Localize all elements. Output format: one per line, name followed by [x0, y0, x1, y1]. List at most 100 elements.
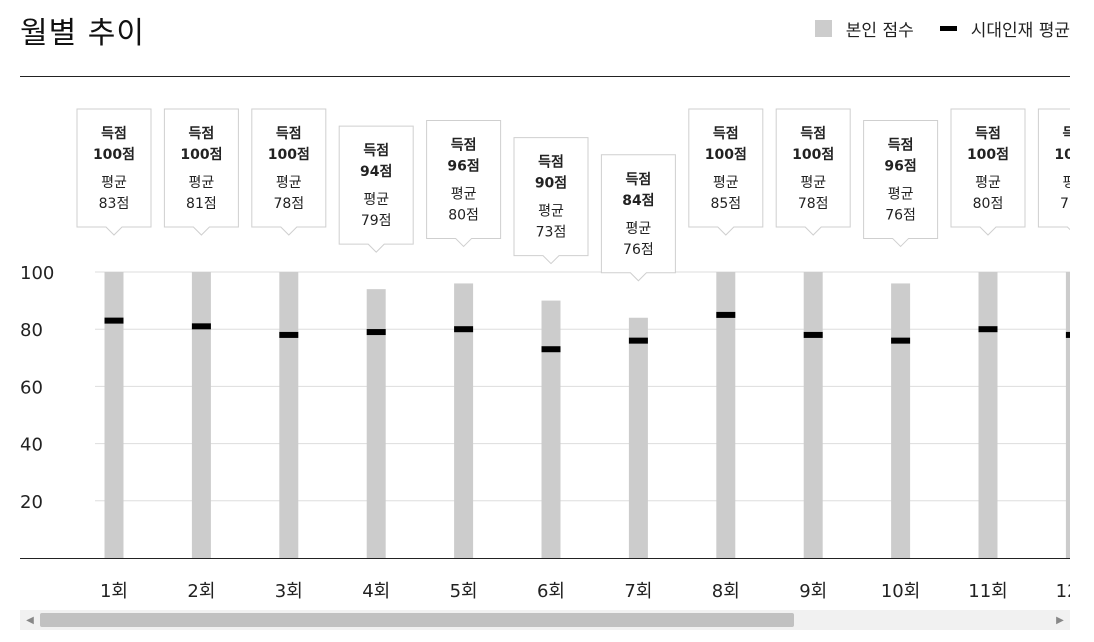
legend-average-label: 시대인재 평균 [970, 21, 1070, 41]
tooltip-box-10 [863, 119, 939, 248]
tooltip-score-value-9: 100점 [792, 146, 834, 163]
tooltip-avg-title-2: 평균 [189, 175, 215, 191]
tooltip-avg-title-10: 평균 [888, 186, 914, 202]
chart-scroll-viewport[interactable]: 20 40 60 80 100 1회 득점 100점 평균 83점 2회 득점 100점 평균 81점 3회 득… [20, 77, 1070, 610]
tooltip-avg-value-3: 78점 [273, 196, 304, 212]
x-tick-label-11: 11회 [968, 581, 1007, 602]
page-title: 월별 추이 [20, 16, 145, 51]
legend-average-swatch [939, 26, 957, 31]
average-marker-10 [891, 337, 911, 344]
x-tick-label-9: 9회 [799, 581, 827, 602]
tooltip-score-value-8: 100점 [705, 146, 747, 163]
tooltip-score-value-11: 100점 [967, 146, 1009, 163]
x-tick-label-10: 10회 [881, 581, 920, 602]
tooltip-box-8 [688, 108, 764, 236]
average-marker-8 [716, 311, 736, 318]
x-tick-label-7: 7회 [624, 581, 652, 602]
average-marker-4 [366, 329, 386, 336]
tooltip-avg-value-10: 76점 [885, 207, 916, 223]
tooltip-avg-value-6: 73점 [536, 225, 567, 241]
score-bar-7 [628, 317, 648, 558]
tooltip-box-6 [513, 137, 589, 265]
score-bar-11 [978, 272, 998, 558]
tooltip-score-title-3: 득점 [276, 125, 302, 142]
score-bar-1 [104, 272, 124, 558]
tooltip-box-1 [76, 108, 152, 236]
legend-score-swatch [814, 20, 832, 37]
tooltip-score-value-2: 100점 [180, 146, 222, 163]
average-marker-11 [978, 326, 998, 333]
tooltip-score-title-12: 득점 [1063, 125, 1070, 142]
tooltip-score-title-7: 득점 [626, 171, 652, 188]
tooltip-score-value-3: 100점 [268, 146, 310, 163]
tooltip-score-title-4: 득점 [363, 142, 389, 159]
average-marker-12 [1065, 331, 1070, 338]
score-bar-3 [279, 272, 299, 558]
tooltip-score-title-9: 득점 [800, 125, 826, 142]
x-tick-label-4: 4회 [362, 581, 390, 602]
scroll-right-arrow-icon[interactable]: ▶ [1056, 614, 1064, 626]
tooltip-avg-value-5: 80점 [448, 207, 479, 223]
average-marker-7 [628, 337, 648, 344]
score-bar-4 [366, 289, 386, 558]
score-bar-10 [891, 283, 911, 558]
tooltip-avg-value-8: 85점 [710, 196, 741, 212]
tooltip-box-11 [950, 108, 1026, 236]
average-marker-1 [104, 317, 124, 324]
tooltip-score-value-6: 90점 [535, 175, 567, 192]
average-marker-9 [803, 331, 823, 338]
tooltip-score-title-11: 득점 [975, 125, 1001, 142]
tooltip-score-value-5: 96점 [447, 157, 479, 174]
x-tick-label-8: 8회 [712, 581, 740, 602]
x-tick-label-5: 5회 [450, 581, 478, 602]
average-marker-6 [541, 346, 561, 353]
tooltip-avg-title-9: 평균 [800, 175, 826, 191]
y-tick-label-100: 100 [20, 263, 54, 284]
horizontal-scrollbar[interactable]: ◀ ▶ [20, 610, 1070, 630]
score-bar-8 [716, 272, 736, 558]
score-bar-9 [803, 272, 823, 558]
tooltip-avg-value-1: 83점 [99, 196, 130, 212]
score-bar-12 [1065, 272, 1070, 558]
average-marker-3 [279, 331, 299, 338]
tooltip-box-4 [338, 125, 414, 253]
scroll-left-arrow-icon[interactable]: ◀ [26, 614, 34, 626]
tooltip-avg-value-2: 81점 [186, 196, 217, 212]
tooltip-score-value-10: 96점 [884, 157, 916, 174]
score-bar-2 [191, 272, 211, 558]
tooltip-score-title-5: 득점 [451, 136, 477, 153]
score-bar-5 [454, 283, 474, 558]
tooltip-box-5 [426, 119, 502, 248]
tooltip-avg-title-12: 평균 [1063, 175, 1070, 191]
tooltip-score-title-8: 득점 [713, 125, 739, 142]
tooltip-avg-title-6: 평균 [538, 204, 564, 220]
tooltip-avg-value-12: 78점 [1060, 196, 1070, 212]
tooltip-avg-value-4: 79점 [361, 213, 392, 229]
x-tick-label-2: 2회 [187, 581, 215, 602]
tooltip-score-value-4: 94점 [360, 163, 392, 180]
tooltip-box-9 [775, 108, 851, 236]
tooltip-score-value-7: 84점 [622, 192, 654, 209]
tooltip-score-value-1: 100점 [93, 146, 135, 163]
tooltip-box-3 [251, 108, 327, 236]
tooltip-avg-title-7: 평균 [626, 221, 652, 237]
chart-legend: 본인 점수 시대인재 평균 [814, 16, 1070, 41]
tooltip-box-7 [600, 154, 676, 282]
tooltip-avg-title-1: 평균 [101, 175, 127, 191]
x-tick-label-12: 12회 [1056, 581, 1070, 602]
tooltip-avg-value-7: 76점 [623, 242, 654, 258]
tooltip-score-title-2: 득점 [189, 125, 215, 142]
x-tick-label-1: 1회 [100, 581, 128, 602]
tooltip-box-12 [1037, 108, 1070, 231]
tooltip-box-2 [163, 108, 239, 236]
tooltip-avg-title-4: 평균 [363, 192, 389, 208]
tooltip-avg-title-11: 평균 [975, 175, 1001, 191]
tooltip-score-title-1: 득점 [101, 125, 127, 142]
tooltip-avg-title-5: 평균 [451, 186, 477, 202]
y-tick-label-60: 60 [20, 377, 43, 398]
scrollbar-thumb[interactable] [40, 613, 794, 627]
x-tick-label-3: 3회 [275, 581, 303, 602]
y-tick-label-40: 40 [20, 435, 43, 456]
tooltip-score-title-10: 득점 [888, 136, 914, 153]
